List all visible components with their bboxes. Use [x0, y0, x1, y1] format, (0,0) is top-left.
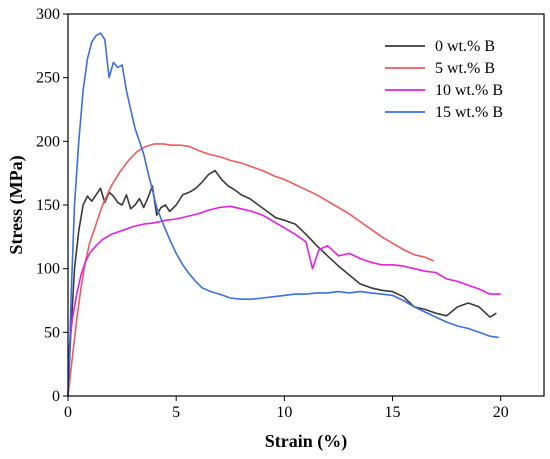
- series-line-3: [67, 32, 499, 397]
- y-tick-label-1: 50: [44, 324, 60, 341]
- legend: 0 wt.% B 5 wt.% B 10 wt.% B 15 wt.% B: [385, 38, 503, 121]
- x-tick-label-3: 15: [385, 404, 401, 421]
- x-axis-label: Strain (%): [265, 431, 348, 452]
- legend-label-0: 0 wt.% B: [435, 38, 495, 55]
- y-axis-label: Stress (MPa): [6, 155, 27, 254]
- series-line-2: [67, 205, 501, 358]
- x-tick-label-4: 20: [493, 404, 509, 421]
- y-tick-label-4: 200: [36, 133, 60, 150]
- legend-label-3: 15 wt.% B: [435, 104, 503, 121]
- legend-label-2: 10 wt.% B: [435, 82, 503, 99]
- series-line-1: [67, 143, 435, 397]
- y-tick-label-3: 150: [36, 197, 60, 214]
- y-tick-label-6: 300: [36, 6, 60, 23]
- x-tick-label-2: 10: [276, 404, 292, 421]
- y-tick-label-2: 100: [36, 261, 60, 278]
- legend-label-1: 5 wt.% B: [435, 60, 495, 77]
- y-tick-label-0: 0: [52, 388, 60, 405]
- series-group: [67, 32, 501, 397]
- y-tick-label-5: 250: [36, 70, 60, 87]
- series-line-0: [67, 169, 497, 397]
- x-tick-label-1: 5: [172, 404, 180, 421]
- x-tick-label-0: 0: [64, 404, 72, 421]
